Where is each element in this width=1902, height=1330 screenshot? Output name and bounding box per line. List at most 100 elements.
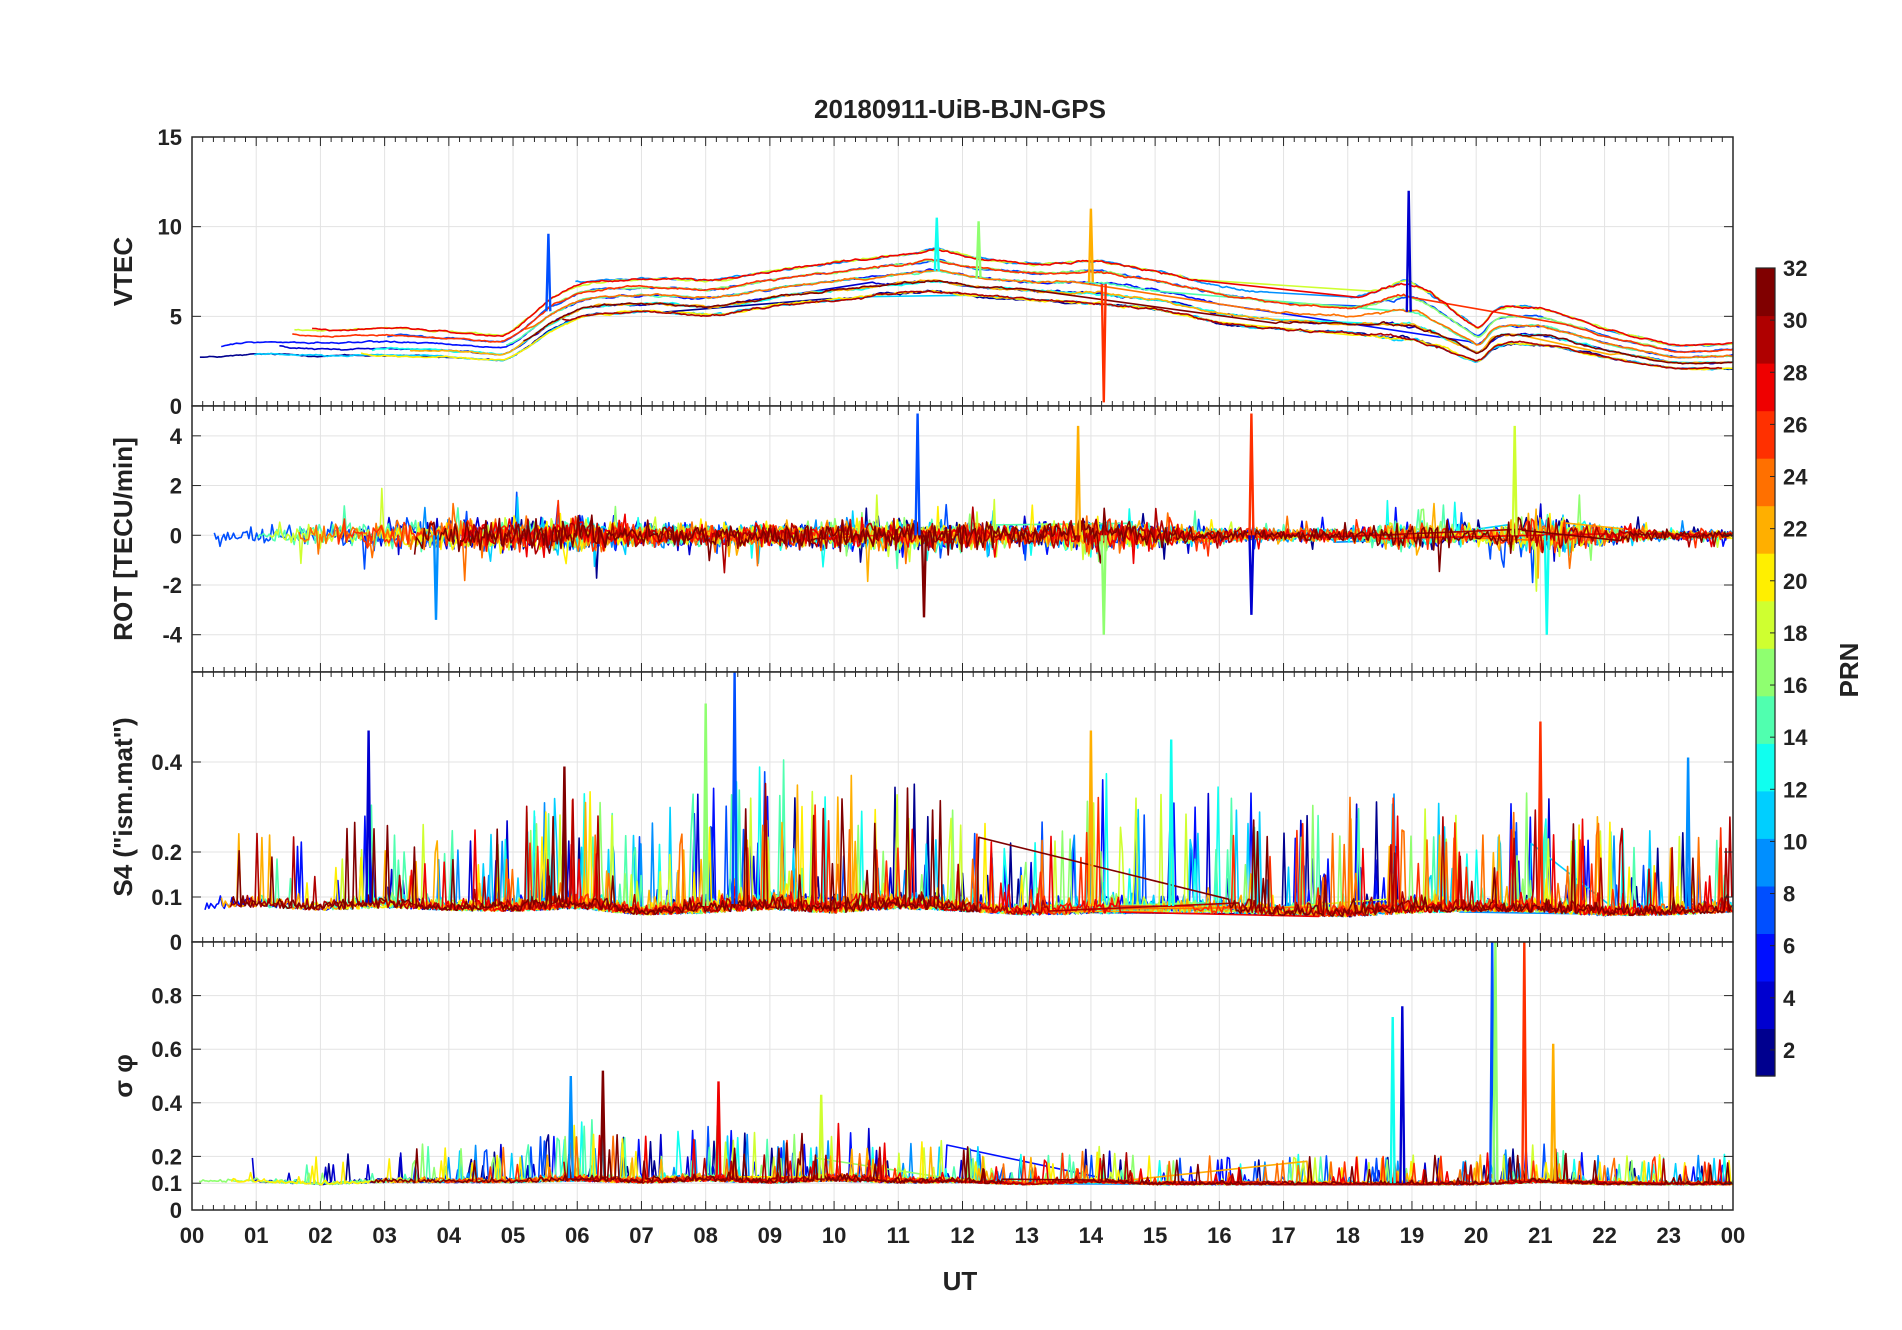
spike-rot-7 — [432, 535, 440, 620]
x-tick-label: 17 — [1271, 1223, 1295, 1248]
panel-sigma_phi: 00.10.2 0.4 0.6 0.8 σ φ — [108, 941, 1734, 1223]
colorbar-swatch — [1756, 743, 1775, 792]
colorbar-tick-label: 18 — [1783, 621, 1807, 646]
spike-s4-4 — [1168, 739, 1175, 907]
x-tick-label: 18 — [1336, 1223, 1360, 1248]
y-axis-label-vtec: VTEC — [108, 237, 138, 307]
spike-rot-4 — [1543, 535, 1550, 635]
x-axis-label: UT — [943, 1266, 978, 1296]
colorbar-label: PRN — [1834, 643, 1864, 698]
x-tick-label: 05 — [501, 1223, 525, 1248]
spike-rot-5 — [1074, 425, 1082, 536]
x-tick-label: 07 — [629, 1223, 653, 1248]
colorbar-swatch — [1756, 363, 1775, 412]
series-line-s4-16 — [230, 787, 1733, 917]
x-tick-label: 15 — [1143, 1223, 1167, 1248]
x-tick-label: 08 — [693, 1223, 717, 1248]
spike-vtec-3 — [1405, 190, 1412, 312]
panel-rot: -4 -2 0 2 4 ROT [TECU/min] — [108, 405, 1734, 673]
y-tick-label-sigma_phi: 0.8 — [151, 984, 182, 1009]
spike-sigma_phi-1 — [1492, 942, 1499, 1183]
colorbar-swatch — [1756, 980, 1775, 1029]
y-tick-label-vtec: 5 — [170, 304, 182, 329]
spike-s4-5 — [1087, 730, 1094, 907]
colorbar-swatch — [1756, 600, 1775, 649]
colorbar-swatch — [1756, 933, 1775, 982]
x-tick-label: 09 — [758, 1223, 782, 1248]
spike-sigma_phi-3 — [1399, 1006, 1406, 1184]
chart-title: 20180911-UiB-BJN-GPS — [814, 94, 1106, 124]
x-tick-label: 10 — [822, 1223, 846, 1248]
x-tick-label: 14 — [1079, 1223, 1104, 1248]
spike-vtec-0 — [545, 233, 552, 312]
y-tick-label-s4: 0 — [170, 930, 182, 955]
y-tick-label-s4: 0.2 — [151, 840, 182, 865]
y-tick-label-rot: -2 — [162, 573, 182, 598]
spike-vtec-1 — [975, 221, 982, 279]
x-tick-label: 02 — [308, 1223, 332, 1248]
x-tick-label: 23 — [1657, 1223, 1681, 1248]
spike-s4-3 — [365, 730, 372, 903]
colorbar-swatch — [1756, 790, 1775, 839]
colorbar-swatch — [1756, 268, 1775, 317]
series-line-vtec-15 — [562, 290, 1722, 370]
colorbar-swatch — [1756, 553, 1775, 602]
x-tick-label: 06 — [565, 1223, 589, 1248]
y-axis-label-s4: S4 ("ism.mat") — [108, 717, 138, 896]
y-tick-label-vtec: 15 — [158, 125, 182, 150]
y-tick-label-rot: -4 — [162, 623, 182, 648]
panel-s4: 0 0.1 0.2 0.4 S4 ("ism.mat") — [108, 671, 1734, 955]
colorbar-tick-label: 2 — [1783, 1038, 1795, 1063]
colorbar-frame — [1755, 267, 1776, 1077]
y-tick-label-rot: 4 — [170, 424, 183, 449]
panel-vtec: 0 5 10 15 VTEC — [108, 125, 1734, 419]
y-tick-label-vtec: 0 — [170, 394, 182, 419]
colorbar-tick-label: 6 — [1783, 934, 1795, 959]
colorbar-tick-label: 28 — [1783, 360, 1807, 385]
series-line-vtec-12 — [524, 269, 1733, 359]
series-group-sigma_phi — [198, 942, 1733, 1186]
x-tick-label: 21 — [1528, 1223, 1552, 1248]
colorbar-tick-label: 30 — [1783, 308, 1807, 333]
colorbar-swatch — [1756, 1028, 1775, 1077]
colorbar-tick-label: 32 — [1783, 256, 1807, 281]
x-tick-label: 22 — [1592, 1223, 1616, 1248]
x-tick-label: 04 — [437, 1223, 462, 1248]
spike-rot-1 — [1100, 535, 1107, 635]
x-tick-label: 19 — [1400, 1223, 1424, 1248]
colorbar-tick-label: 24 — [1783, 465, 1808, 490]
y-tick-label-vtec: 10 — [158, 215, 182, 240]
colorbar-tick-label: 8 — [1783, 882, 1795, 907]
colorbar-tick-label: 4 — [1783, 986, 1796, 1011]
x-tick-label: 12 — [950, 1223, 974, 1248]
x-tick-label: 01 — [244, 1223, 268, 1248]
x-tick-label: 16 — [1207, 1223, 1231, 1248]
spike-rot-3 — [1248, 535, 1255, 615]
spike-rot-0 — [914, 413, 921, 536]
colorbar-swatch — [1756, 315, 1775, 364]
spike-s4-7 — [1684, 757, 1692, 910]
y-axis-label-rot: ROT [TECU/min] — [108, 437, 138, 641]
y-tick-label-sigma_phi: 0.6 — [151, 1037, 182, 1062]
spike-sigma_phi-4 — [1389, 1016, 1396, 1184]
y-axis-label-sigma_phi: σ φ — [108, 1054, 138, 1098]
spike-sigma_phi-2 — [1521, 942, 1528, 1182]
colorbar-tick-label: 22 — [1783, 517, 1807, 542]
spike-rot-2 — [1248, 413, 1255, 536]
y-tick-label-rot: 2 — [170, 474, 182, 499]
spike-s4-0 — [731, 672, 738, 905]
colorbar-swatch — [1756, 695, 1775, 744]
spike-sigma_phi-7 — [567, 1075, 574, 1179]
colorbar-swatch — [1756, 410, 1775, 459]
colorbar-tick-label: 26 — [1783, 412, 1807, 437]
series-line-vtec-14 — [312, 248, 1733, 347]
spike-s4-2 — [1537, 721, 1544, 907]
colorbar-swatch — [1756, 885, 1775, 934]
x-tick-label: 11 — [887, 1223, 910, 1248]
series-line-vtec-16 — [523, 279, 1733, 365]
colorbar-swatch — [1756, 505, 1775, 554]
spike-rot-8 — [1511, 425, 1518, 536]
spike-s4-1 — [702, 703, 709, 907]
